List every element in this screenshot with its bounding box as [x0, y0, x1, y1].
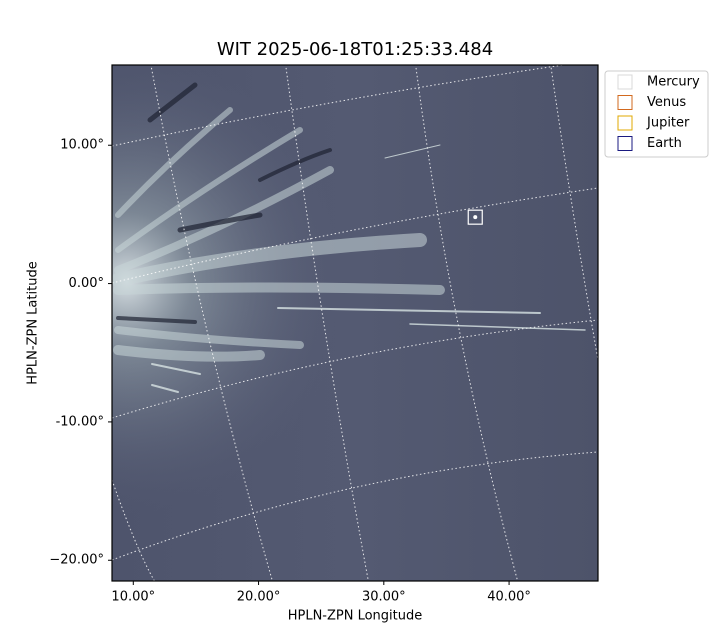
y-axis-label: HPLN-ZPN Latitude: [26, 261, 41, 384]
planet-marker: [467, 209, 483, 225]
legend-label: Jupiter: [646, 116, 690, 131]
legend-label: Earth: [647, 136, 682, 151]
image: [112, 65, 598, 581]
x-tick-label: 30.00°: [362, 590, 406, 605]
y-tick-label: -10.00°: [56, 414, 104, 429]
y-tick-label: 10.00°: [60, 138, 104, 153]
x-axis-label: HPLN-ZPN Longitude: [288, 609, 423, 624]
legend-marker: [617, 115, 633, 131]
legend: Mercury Venus Jupiter Earth: [604, 70, 709, 158]
legend-marker: [617, 74, 633, 90]
y-tick-label: −20.00°: [49, 553, 104, 568]
x-tick-label: 20.00°: [237, 590, 281, 605]
x-tick-label: 40.00°: [487, 590, 531, 605]
chart-title: WIT 2025-06-18T01:25:33.484: [217, 39, 493, 60]
legend-marker: [617, 136, 633, 151]
legend-label: Mercury: [647, 75, 700, 90]
legend-marker: [617, 95, 633, 110]
x-tick-label: 10.00°: [111, 590, 155, 605]
y-tick-label: 0.00°: [69, 276, 104, 291]
legend-label: Venus: [647, 95, 686, 110]
planet-dot: [473, 215, 478, 220]
axes-frame: [111, 64, 599, 582]
